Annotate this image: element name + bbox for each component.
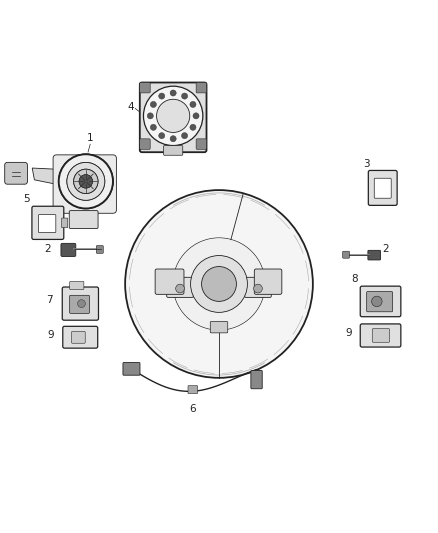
FancyBboxPatch shape bbox=[96, 246, 103, 253]
Circle shape bbox=[176, 284, 184, 293]
FancyBboxPatch shape bbox=[39, 215, 56, 232]
Circle shape bbox=[170, 90, 176, 96]
FancyBboxPatch shape bbox=[360, 324, 401, 347]
Text: 3: 3 bbox=[363, 159, 370, 169]
FancyBboxPatch shape bbox=[368, 251, 381, 260]
PathPatch shape bbox=[32, 168, 61, 185]
FancyBboxPatch shape bbox=[245, 277, 271, 297]
Circle shape bbox=[159, 133, 165, 139]
FancyBboxPatch shape bbox=[367, 292, 392, 312]
Circle shape bbox=[156, 99, 190, 133]
FancyBboxPatch shape bbox=[372, 329, 389, 342]
Circle shape bbox=[254, 284, 262, 293]
Circle shape bbox=[191, 256, 247, 311]
FancyBboxPatch shape bbox=[368, 171, 397, 205]
Text: 2: 2 bbox=[382, 245, 389, 254]
FancyBboxPatch shape bbox=[140, 83, 206, 152]
Circle shape bbox=[144, 86, 203, 146]
Circle shape bbox=[181, 93, 187, 99]
FancyBboxPatch shape bbox=[196, 83, 207, 93]
FancyBboxPatch shape bbox=[163, 146, 183, 155]
FancyBboxPatch shape bbox=[374, 178, 391, 198]
Circle shape bbox=[191, 255, 247, 312]
Text: 6: 6 bbox=[190, 404, 196, 414]
Text: 9: 9 bbox=[47, 330, 53, 340]
Circle shape bbox=[67, 163, 105, 200]
Circle shape bbox=[159, 93, 165, 99]
Circle shape bbox=[190, 124, 196, 131]
FancyBboxPatch shape bbox=[210, 321, 228, 333]
Circle shape bbox=[79, 175, 92, 188]
FancyBboxPatch shape bbox=[32, 206, 64, 239]
FancyBboxPatch shape bbox=[70, 281, 84, 289]
Text: 9: 9 bbox=[345, 328, 352, 338]
FancyBboxPatch shape bbox=[69, 211, 98, 229]
Circle shape bbox=[173, 238, 265, 330]
FancyBboxPatch shape bbox=[5, 163, 28, 184]
Circle shape bbox=[193, 113, 199, 119]
Circle shape bbox=[170, 136, 176, 142]
FancyBboxPatch shape bbox=[62, 287, 99, 320]
Circle shape bbox=[150, 124, 156, 131]
FancyBboxPatch shape bbox=[188, 386, 198, 393]
FancyBboxPatch shape bbox=[251, 370, 262, 389]
FancyBboxPatch shape bbox=[196, 139, 207, 149]
Circle shape bbox=[181, 133, 187, 139]
Circle shape bbox=[150, 101, 156, 108]
Text: 1: 1 bbox=[87, 133, 93, 143]
Circle shape bbox=[173, 238, 265, 330]
Circle shape bbox=[203, 268, 235, 300]
FancyBboxPatch shape bbox=[155, 269, 184, 294]
FancyBboxPatch shape bbox=[123, 362, 140, 375]
FancyBboxPatch shape bbox=[360, 286, 401, 317]
Circle shape bbox=[59, 154, 113, 208]
FancyBboxPatch shape bbox=[140, 139, 150, 149]
Circle shape bbox=[201, 266, 237, 301]
Circle shape bbox=[79, 175, 92, 188]
FancyBboxPatch shape bbox=[62, 218, 68, 228]
Circle shape bbox=[125, 190, 313, 378]
FancyBboxPatch shape bbox=[61, 244, 76, 256]
Text: 4: 4 bbox=[128, 102, 134, 112]
FancyBboxPatch shape bbox=[343, 251, 350, 258]
FancyBboxPatch shape bbox=[254, 269, 282, 294]
Circle shape bbox=[67, 163, 105, 200]
FancyBboxPatch shape bbox=[71, 332, 85, 343]
Text: 8: 8 bbox=[351, 274, 358, 284]
Circle shape bbox=[78, 300, 85, 308]
FancyBboxPatch shape bbox=[70, 295, 89, 313]
Circle shape bbox=[74, 169, 98, 193]
FancyBboxPatch shape bbox=[167, 277, 193, 297]
Circle shape bbox=[74, 169, 98, 193]
Circle shape bbox=[371, 296, 382, 306]
FancyBboxPatch shape bbox=[63, 326, 98, 348]
Circle shape bbox=[190, 101, 196, 108]
Text: 5: 5 bbox=[23, 195, 30, 205]
Circle shape bbox=[59, 154, 113, 208]
Circle shape bbox=[147, 113, 153, 119]
FancyBboxPatch shape bbox=[53, 155, 117, 213]
Text: 2: 2 bbox=[44, 245, 51, 254]
FancyBboxPatch shape bbox=[140, 83, 150, 93]
Text: 7: 7 bbox=[46, 295, 53, 305]
